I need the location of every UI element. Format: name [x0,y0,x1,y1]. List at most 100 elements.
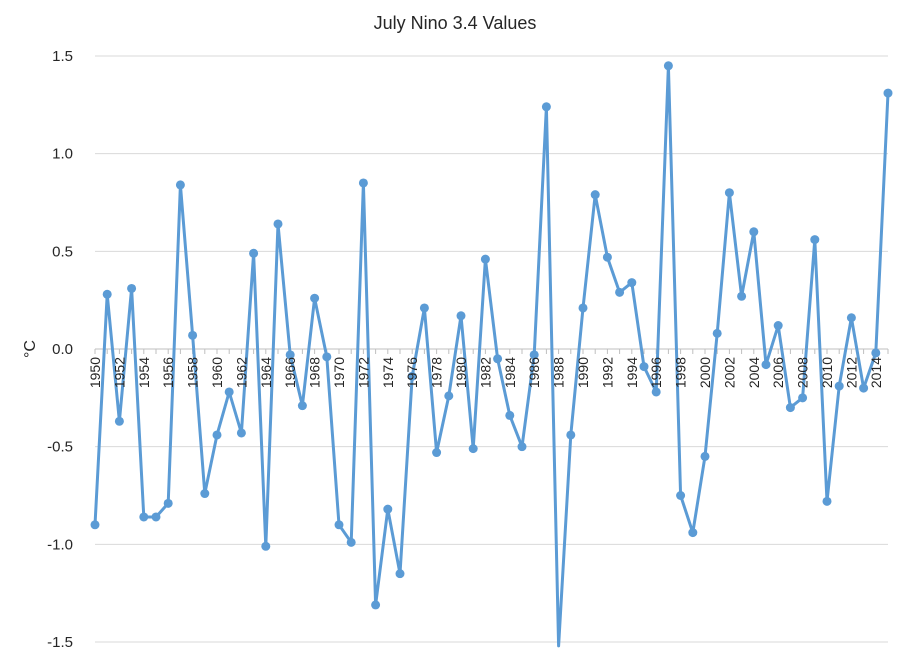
data-point [102,289,112,299]
x-tick-label: 1992 [599,357,615,388]
y-tick-label: -1.5 [47,634,73,651]
x-tick-label: 2002 [721,357,737,388]
x-tick-label: 1952 [111,357,127,388]
data-point [456,311,466,321]
x-tick-label: 1950 [87,357,103,388]
data-point [175,180,185,190]
x-tick-label: 1964 [258,357,274,388]
x-tick-label: 2012 [843,357,859,388]
x-axis-ticks: 1950 1952 1954 1956 1958 1960 1962 1964 1966 1968… [87,357,884,388]
x-tick-label: 2008 [795,357,811,388]
x-tick-label: 1976 [404,357,420,388]
x-tick-label: 1968 [307,357,323,388]
x-tick-label: 2014 [868,357,884,388]
x-tick-label: 1978 [429,357,445,388]
data-point [529,350,539,360]
data-point [395,569,405,579]
data-point [590,190,600,200]
x-tick-label: 1958 [185,357,201,388]
series-points-group [90,61,893,610]
x-tick-label: 1974 [380,357,396,388]
data-point [761,360,771,370]
series-line [93,64,890,648]
data-point [224,387,234,397]
data-point [871,348,881,358]
data-point [188,330,198,340]
data-point [151,512,161,522]
data-point [163,498,173,508]
data-point [322,352,332,362]
data-point [505,410,515,420]
data-point [810,235,820,245]
data-point [407,371,417,381]
data-point [249,248,259,258]
y-tick-label: 1.0 [52,146,73,163]
data-point [383,504,393,514]
data-point [798,393,808,403]
gridlines [95,55,888,643]
x-tick-label: 1960 [209,357,225,388]
x-tick-label: 2000 [697,357,713,388]
x-tick-label: 1984 [502,357,518,388]
data-point [419,303,429,313]
data-point [90,520,100,530]
data-point [285,350,295,360]
data-point [480,254,490,264]
series-line-group [93,64,890,648]
x-tick-label: 1972 [355,357,371,388]
data-point [663,61,673,71]
x-tick-label: 2006 [770,357,786,388]
x-tick-label: 1970 [331,357,347,388]
data-point [859,383,869,393]
data-point [615,287,625,297]
data-point [236,428,246,438]
data-point [700,451,710,461]
data-point [444,391,454,401]
data-point [578,303,588,313]
data-point [432,448,442,458]
x-axis [94,348,889,354]
data-point [200,489,210,499]
data-point [749,227,759,237]
data-point [834,381,844,391]
data-point [627,278,637,288]
y-tick-label: 1.5 [52,48,73,65]
x-tick-label: 1980 [453,357,469,388]
y-tick-label: -1.0 [47,536,73,553]
data-point [651,387,661,397]
data-point [517,442,527,452]
data-point [846,313,856,323]
data-point [785,403,795,413]
data-point [261,541,271,551]
y-tick-label: 0.0 [52,341,73,358]
data-point [688,528,698,538]
data-point [737,291,747,301]
x-tick-label: 1956 [160,357,176,388]
x-tick-label: 1988 [551,357,567,388]
data-point [468,444,478,454]
data-point [639,362,649,372]
data-point [773,321,783,331]
data-point [493,354,503,364]
data-point [127,283,137,293]
x-tick-label: 2010 [819,357,835,388]
data-point [712,328,722,338]
x-tick-label: 1994 [624,357,640,388]
data-point [566,430,576,440]
x-tick-label: 1962 [233,357,249,388]
x-tick-label: 1954 [136,357,152,388]
x-tick-label: 1990 [575,357,591,388]
x-tick-label: 1998 [673,357,689,388]
x-tick-label: 1996 [648,357,664,388]
data-point [371,600,381,610]
chart-title: July Nino 3.4 Values [374,13,537,33]
y-axis-label: °C [22,340,39,358]
data-point [883,88,893,98]
data-point [334,520,344,530]
data-point [212,430,222,440]
data-point [273,219,283,229]
data-point [676,491,686,500]
data-point [822,496,832,506]
